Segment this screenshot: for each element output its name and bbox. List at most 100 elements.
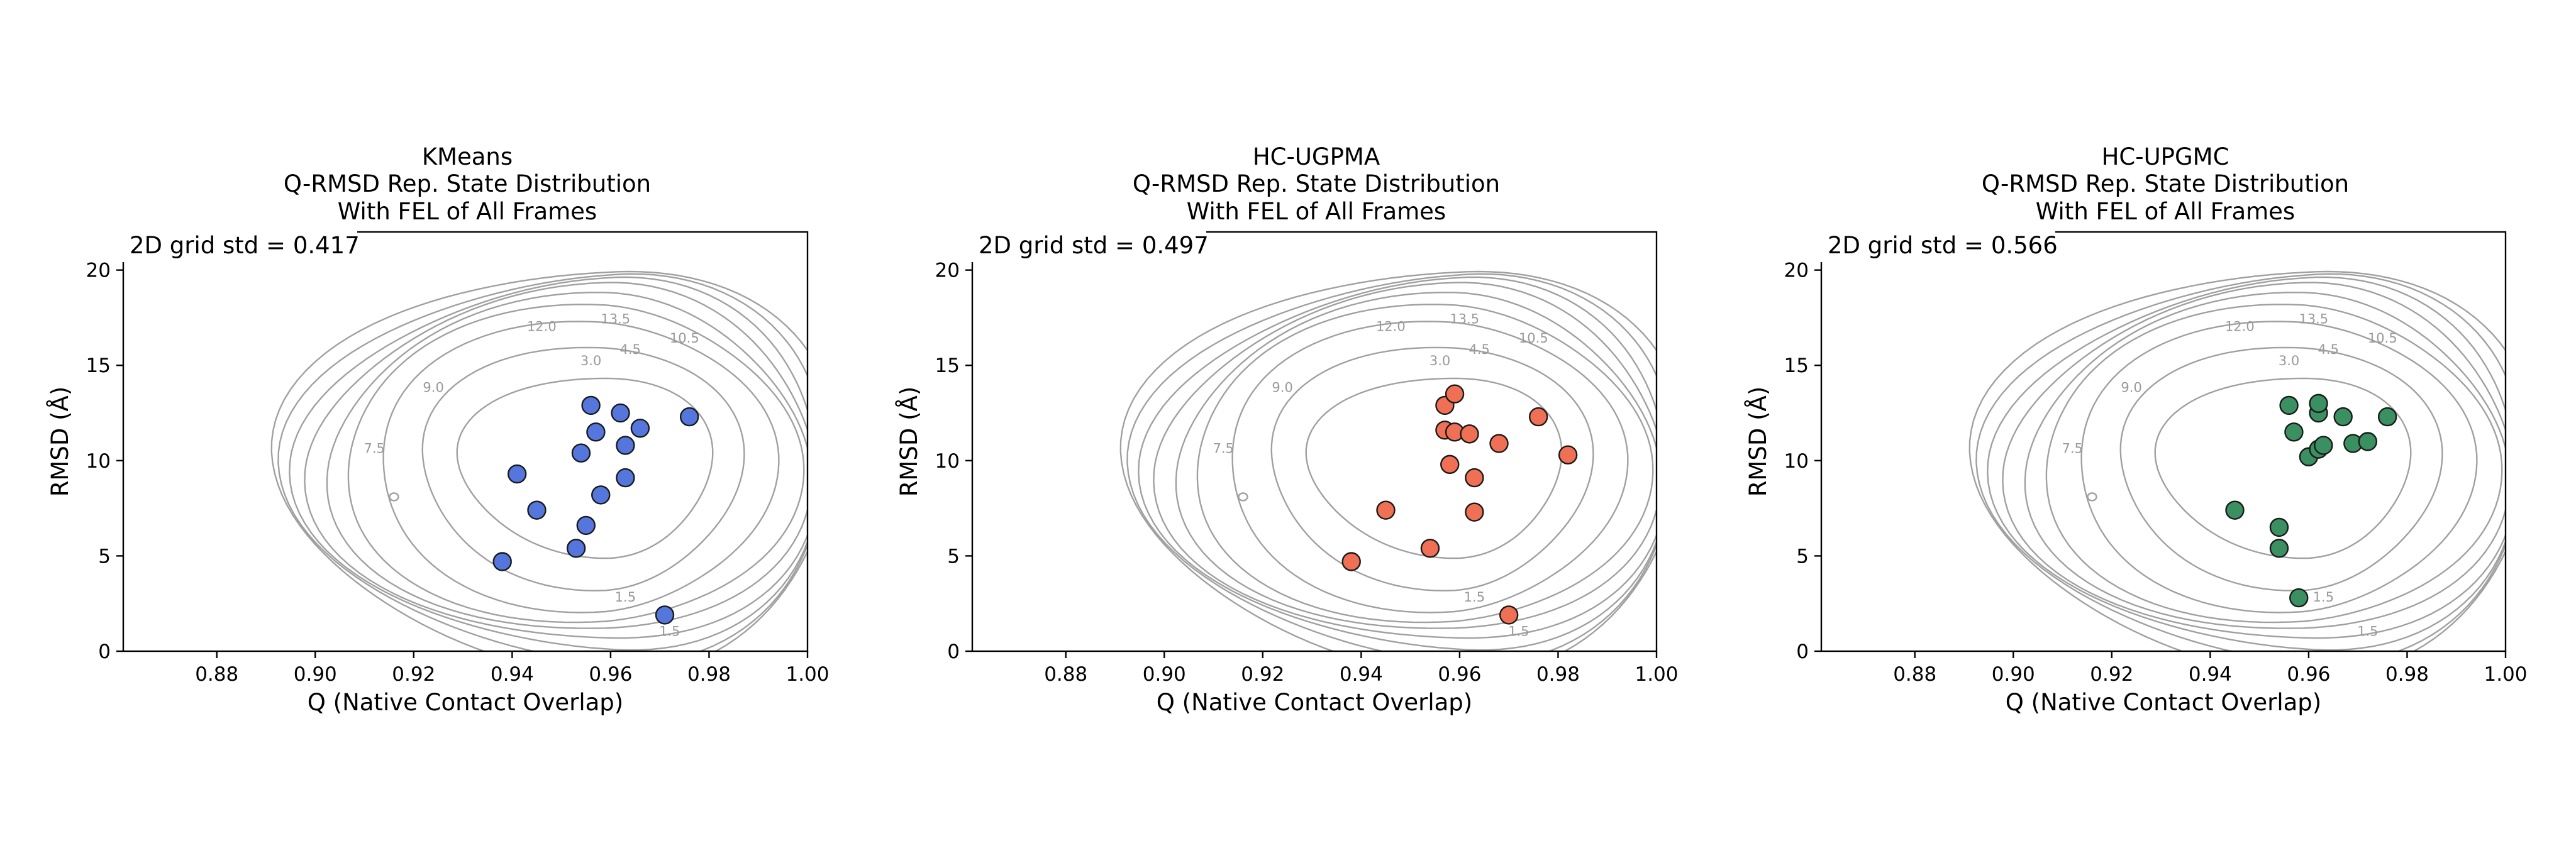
chart-title-line: With FEL of All Frames xyxy=(1187,198,1446,225)
contour-line-6.0 xyxy=(2045,304,2503,624)
contour-label: 13.5 xyxy=(2299,312,2328,327)
contour-island xyxy=(389,492,399,502)
rep-state-point xyxy=(2358,432,2378,451)
rep-state-point xyxy=(616,436,635,455)
x-tick-label: 0.92 xyxy=(392,663,435,686)
annotation-box xyxy=(122,231,357,262)
chart-title-line: KMeans xyxy=(422,143,513,170)
panel-kmeans: 1.5 1.5 3.0 4.5 7.5 9.0 10.5 12.0 13.5 2D grid st… xyxy=(46,143,830,716)
contour-line-10.5 xyxy=(1987,276,2506,651)
rep-state-point xyxy=(616,468,635,488)
contour-label: 4.5 xyxy=(2318,342,2339,357)
contour-label: 7.5 xyxy=(364,441,384,456)
contour-island xyxy=(1238,492,1248,502)
rep-state-point xyxy=(576,515,596,536)
y-tick-label: 0 xyxy=(98,641,111,663)
contour-label: 12.0 xyxy=(2225,319,2255,334)
contour-line-3.0 xyxy=(421,346,745,591)
rep-state-point xyxy=(1465,468,1484,488)
fel-contours xyxy=(270,270,808,651)
x-tick-label: 0.88 xyxy=(195,663,238,686)
y-tick-label: 5 xyxy=(1796,545,1809,568)
contour-label: 9.0 xyxy=(423,380,443,395)
contour-label: 10.5 xyxy=(2368,331,2397,346)
contour-label: 7.5 xyxy=(2062,441,2082,456)
x-tick-label: 1.00 xyxy=(1635,663,1678,686)
contour-island xyxy=(2087,492,2097,502)
grid-std-annotation: 2D grid std = 0.497 xyxy=(979,232,1209,259)
rep-state-point xyxy=(1489,434,1509,453)
x-tick-label: 1.00 xyxy=(2484,663,2527,686)
rep-state-point xyxy=(2269,517,2289,537)
chart-title-line: HC-UGPMA xyxy=(1253,143,1380,170)
contour-label: 10.5 xyxy=(1519,331,1548,346)
rep-state-point xyxy=(571,443,591,463)
x-axis-label: Q (Native Contact Overlap) xyxy=(1157,689,1472,716)
contour-label: 1.5 xyxy=(615,590,636,605)
x-axis-label: Q (Native Contact Overlap) xyxy=(308,689,623,716)
contour-line-6.0 xyxy=(347,304,805,624)
x-tick-label: 0.88 xyxy=(1893,663,1936,686)
y-tick-label: 15 xyxy=(935,355,960,377)
rep-state-point xyxy=(1528,407,1548,427)
y-tick-label: 5 xyxy=(98,545,111,568)
x-tick-label: 0.88 xyxy=(1044,663,1087,686)
x-axis-label: Q (Native Contact Overlap) xyxy=(2006,689,2321,716)
x-tick-label: 0.92 xyxy=(1241,663,1284,686)
rep-state-point xyxy=(2269,539,2289,558)
x-tick-label: 1.00 xyxy=(786,663,829,686)
contour-line-9.0 xyxy=(2002,282,2506,639)
rep-state-point xyxy=(611,403,630,423)
y-tick-label: 0 xyxy=(947,641,960,663)
rep-state-point xyxy=(1376,500,1396,520)
x-tick-label: 0.92 xyxy=(2090,663,2133,686)
rep-state-point xyxy=(2284,422,2304,442)
rep-state-point xyxy=(566,539,586,558)
contour-label: 3.0 xyxy=(580,353,601,368)
contour-line-12.0 xyxy=(277,273,808,651)
rep-state-point xyxy=(1440,454,1460,475)
contour-line-7.5 xyxy=(326,291,808,629)
contour-line-3.0 xyxy=(1270,346,1594,591)
contour-label: 3.0 xyxy=(2279,353,2299,368)
contour-label: 10.5 xyxy=(670,331,699,346)
rep-state-point xyxy=(586,422,606,442)
rep-state-point xyxy=(2225,500,2245,520)
contour-label: 4.5 xyxy=(620,342,641,357)
contour-label: 1.5 xyxy=(1508,624,1529,639)
contour-label: 12.0 xyxy=(1376,319,1406,334)
contour-line-13.5 xyxy=(1119,270,1657,651)
grid-std-annotation: 2D grid std = 0.566 xyxy=(1828,232,2058,259)
rep-state-point xyxy=(581,395,601,415)
y-axis-label: RMSD (Å) xyxy=(895,387,923,497)
y-tick-label: 10 xyxy=(935,450,960,473)
y-tick-label: 10 xyxy=(1784,450,1809,473)
contour-label: 13.5 xyxy=(601,312,630,327)
rep-state-point xyxy=(2279,395,2299,415)
rep-state-point xyxy=(679,407,699,427)
contour-line-1.5 xyxy=(2154,377,2412,559)
x-tick-label: 0.90 xyxy=(294,663,337,686)
rep-state-point xyxy=(591,485,611,505)
rep-state-point xyxy=(1341,552,1361,571)
fel-contours xyxy=(1119,270,1657,651)
contour-line-12.0 xyxy=(1975,273,2506,651)
rep-state-point xyxy=(2333,407,2353,427)
panel-hc-ugpma: 1.5 1.5 3.0 4.5 7.5 9.0 10.5 12.0 13.5 2D grid st… xyxy=(895,143,1679,716)
y-tick-label: 15 xyxy=(86,355,111,377)
x-tick-label: 0.98 xyxy=(2385,663,2429,686)
contour-line-4.5 xyxy=(1231,321,1629,613)
rep-state-point xyxy=(655,605,675,625)
contour-label: 13.5 xyxy=(1450,312,1479,327)
y-tick-label: 0 xyxy=(1796,641,1809,663)
contour-line-13.5 xyxy=(1968,270,2506,651)
contour-line-10.5 xyxy=(289,276,808,651)
contour-label: 1.5 xyxy=(659,624,680,639)
x-tick-label: 0.94 xyxy=(2189,663,2232,686)
contour-label: 1.5 xyxy=(1464,590,1485,605)
contour-line-6.0 xyxy=(1196,304,1654,624)
contour-line-7.5 xyxy=(1175,291,1657,629)
panel-hc-upgmc: 1.5 1.5 3.0 4.5 7.5 9.0 10.5 12.0 13.5 2D grid st… xyxy=(1744,143,2528,716)
y-axis-label: RMSD (Å) xyxy=(46,387,74,497)
